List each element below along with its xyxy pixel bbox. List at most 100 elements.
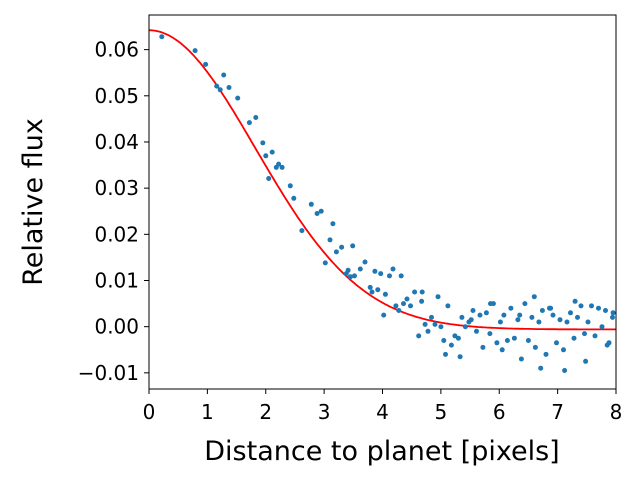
data-point xyxy=(557,317,563,323)
data-point xyxy=(419,298,425,304)
data-point xyxy=(445,303,451,309)
data-point xyxy=(538,365,544,371)
data-point xyxy=(488,301,493,307)
data-point xyxy=(448,342,454,348)
data-point xyxy=(253,115,259,120)
data-point xyxy=(583,358,589,364)
data-point xyxy=(518,356,524,362)
data-point xyxy=(422,321,428,327)
data-point xyxy=(398,273,404,279)
data-point xyxy=(497,319,503,325)
data-point xyxy=(246,120,252,126)
data-point xyxy=(483,310,489,316)
fit-curve-layer xyxy=(148,29,616,331)
data-point xyxy=(345,267,351,273)
data-point xyxy=(480,344,486,350)
data-point xyxy=(550,312,556,318)
data-point xyxy=(477,312,483,318)
data-point xyxy=(214,83,220,89)
data-point xyxy=(525,338,531,343)
data-point xyxy=(393,303,399,309)
data-point xyxy=(474,328,479,334)
data-point xyxy=(339,244,345,250)
data-point xyxy=(435,294,441,300)
data-point xyxy=(582,331,587,337)
data-point xyxy=(468,317,474,323)
x-tick-label: 2 xyxy=(259,400,272,424)
data-point xyxy=(487,331,493,337)
data-point xyxy=(372,268,378,274)
data-point xyxy=(443,351,448,357)
data-point xyxy=(501,312,507,318)
data-point xyxy=(203,61,209,67)
data-point xyxy=(279,164,285,170)
data-point xyxy=(419,289,425,295)
data-point xyxy=(564,319,570,325)
data-point xyxy=(291,195,297,201)
data-point xyxy=(378,271,384,277)
data-point xyxy=(511,335,517,341)
y-tick-label: 0.02 xyxy=(94,222,139,246)
data-point xyxy=(554,340,559,346)
data-point xyxy=(387,273,392,279)
data-point xyxy=(333,249,339,255)
data-point xyxy=(457,354,463,360)
data-point xyxy=(401,301,406,307)
data-point xyxy=(515,317,521,323)
data-point xyxy=(529,314,535,320)
data-point xyxy=(561,347,566,353)
x-tick-label: 0 xyxy=(143,400,156,424)
data-point xyxy=(412,289,418,295)
data-point xyxy=(235,95,241,101)
data-point xyxy=(322,260,328,266)
x-tick-label: 1 xyxy=(201,400,214,424)
y-tick-label: 0.05 xyxy=(94,84,139,108)
data-point xyxy=(494,340,500,346)
data-point xyxy=(425,328,431,334)
data-point xyxy=(266,176,272,181)
data-point xyxy=(390,266,396,272)
y-tick-label: 0.00 xyxy=(94,315,139,339)
x-tick-label: 8 xyxy=(610,400,623,424)
x-tick-label: 4 xyxy=(376,400,389,424)
data-point xyxy=(416,333,422,339)
x-tick-label: 3 xyxy=(318,400,331,424)
data-point xyxy=(571,335,577,341)
y-tick-label: 0.04 xyxy=(94,130,139,154)
data-point xyxy=(369,289,375,295)
data-point xyxy=(396,308,402,313)
data-point xyxy=(470,308,476,313)
data-point xyxy=(327,237,333,243)
data-point xyxy=(308,201,314,207)
data-point xyxy=(299,228,305,234)
data-point xyxy=(543,351,549,357)
data-point xyxy=(568,310,573,316)
data-point xyxy=(441,338,447,343)
data-point xyxy=(578,303,584,309)
data-point xyxy=(596,305,601,311)
plot-frame xyxy=(148,14,617,390)
data-point xyxy=(276,161,282,167)
data-point xyxy=(610,314,615,320)
data-point xyxy=(462,324,468,330)
data-point xyxy=(318,208,324,214)
data-point xyxy=(562,368,568,373)
data-point xyxy=(532,344,538,350)
data-point xyxy=(429,314,434,320)
data-point xyxy=(508,305,514,311)
data-point xyxy=(314,211,320,216)
data-point xyxy=(362,259,368,265)
data-point xyxy=(548,305,554,311)
data-point xyxy=(603,308,608,313)
data-point xyxy=(375,287,381,293)
data-point xyxy=(459,314,465,320)
data-point xyxy=(539,308,545,313)
x-axis-ticks: 0 1 2 3 4 5 6 7 8 xyxy=(143,389,623,424)
data-point xyxy=(610,310,616,316)
data-point xyxy=(585,319,591,325)
data-point xyxy=(536,319,542,325)
data-point xyxy=(192,48,198,54)
data-point xyxy=(404,296,410,302)
data-point xyxy=(269,149,275,155)
